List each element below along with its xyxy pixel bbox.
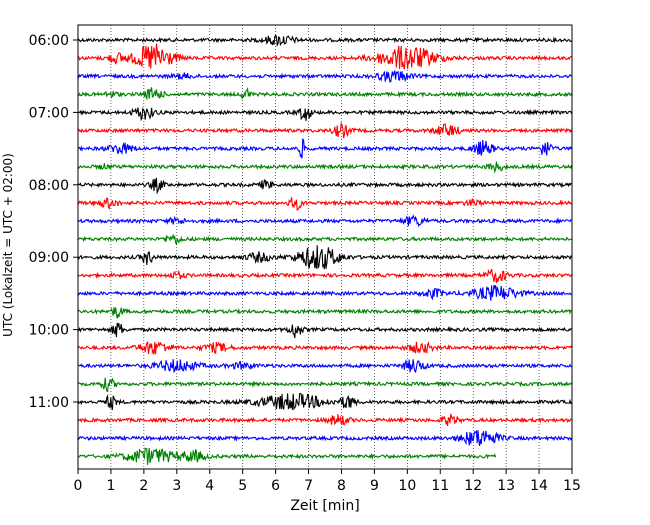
y-tick-label: 08:00 bbox=[29, 178, 69, 194]
trace-0645 bbox=[77, 86, 573, 101]
trace-1115 bbox=[77, 413, 572, 427]
trace-0930 bbox=[77, 284, 572, 301]
y-tick-label: 09:00 bbox=[29, 250, 69, 266]
trace-0630 bbox=[77, 70, 572, 83]
trace-1130 bbox=[77, 429, 573, 446]
trace-1145 bbox=[78, 447, 497, 465]
trace-0945 bbox=[77, 307, 572, 319]
axis-layer: 0 1 2 3 4 5 6 7 8 9 10 11 12 13 14 1506:0007:0008:0009:… bbox=[29, 24, 581, 494]
trace-1015 bbox=[77, 341, 573, 355]
trace-0800 bbox=[77, 177, 572, 195]
trace-1100 bbox=[77, 392, 573, 411]
trace-0845 bbox=[77, 234, 572, 246]
y-tick-label: 10:00 bbox=[29, 323, 69, 339]
x-axis-label: Zeit [min] bbox=[290, 498, 359, 514]
x-tick-label: 10 bbox=[398, 478, 416, 494]
y-tick-label: 07:00 bbox=[29, 105, 69, 121]
trace-1000 bbox=[77, 322, 572, 339]
x-tick-label: 6 bbox=[271, 478, 280, 494]
x-tick-label: 13 bbox=[497, 478, 515, 494]
x-tick-label: 11 bbox=[431, 478, 449, 494]
trace-0900 bbox=[77, 245, 573, 270]
x-tick-label: 2 bbox=[139, 478, 148, 494]
y-tick-label: 11:00 bbox=[29, 395, 69, 411]
x-tick-label: 9 bbox=[370, 478, 379, 494]
plot-frame bbox=[77, 24, 573, 470]
x-tick-label: 1 bbox=[106, 478, 115, 494]
trace-1030 bbox=[77, 358, 572, 374]
x-tick-label: 14 bbox=[530, 478, 548, 494]
trace-0745 bbox=[77, 161, 573, 174]
x-tick-label: 8 bbox=[337, 478, 346, 494]
x-tick-label: 0 bbox=[74, 478, 83, 494]
trace-0700 bbox=[77, 107, 573, 122]
y-tick-label: 06:00 bbox=[29, 33, 69, 49]
x-tick-label: 5 bbox=[238, 478, 247, 494]
trace-0715 bbox=[77, 121, 573, 139]
trace-0830 bbox=[77, 214, 572, 228]
trace-0615 bbox=[77, 43, 572, 70]
trace-0730 bbox=[77, 138, 573, 159]
trace-0915 bbox=[77, 268, 573, 284]
x-tick-label: 3 bbox=[172, 478, 181, 494]
trace-0815 bbox=[77, 197, 572, 211]
trace-layer bbox=[77, 34, 573, 465]
trace-0600 bbox=[77, 34, 572, 48]
trace-1045 bbox=[77, 377, 573, 393]
x-tick-label: 4 bbox=[205, 478, 214, 494]
x-tick-label: 15 bbox=[563, 478, 581, 494]
y-axis-label: UTC (Lokalzeit = UTC + 02:00) bbox=[1, 153, 15, 337]
x-tick-label: 12 bbox=[464, 478, 482, 494]
x-tick-label: 7 bbox=[304, 478, 313, 494]
